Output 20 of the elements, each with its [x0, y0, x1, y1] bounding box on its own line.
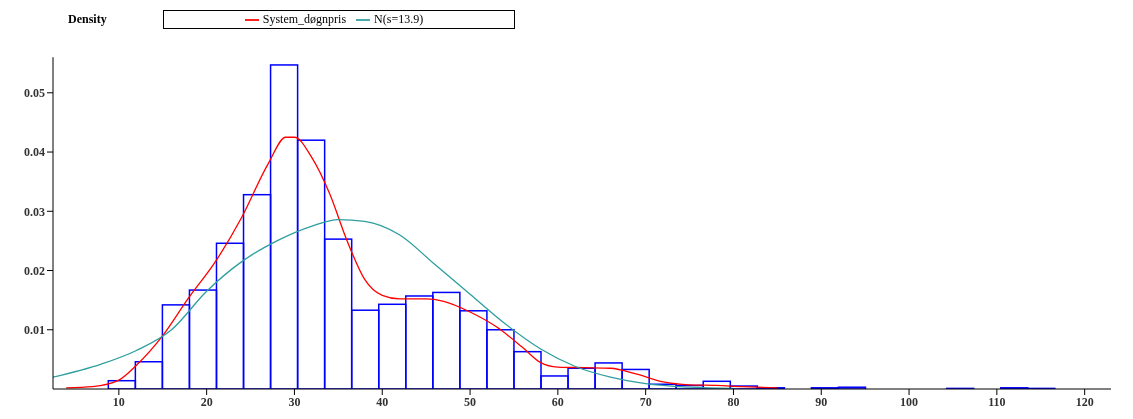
x-tick-label: 70: [639, 394, 652, 409]
y-axis-title: Density: [68, 12, 107, 27]
y-tick-label: 0.05: [24, 86, 45, 101]
y-tick-label: 0.02: [24, 263, 45, 278]
x-tick-label: 10: [112, 394, 125, 409]
x-tick-label: 50: [464, 394, 477, 409]
x-tick-label: 100: [900, 394, 919, 409]
legend-label: System_døgnpris: [262, 12, 347, 26]
x-tick-label: 30: [288, 394, 301, 409]
x-tick-label: 90: [815, 394, 828, 409]
y-tick-label: 0.04: [24, 145, 45, 160]
x-tick-label: 80: [727, 394, 740, 409]
y-tick-label: 0.01: [24, 323, 45, 338]
x-tick-label: 40: [376, 394, 389, 409]
x-tick-label: 110: [988, 394, 1006, 409]
legend-label: N(s=13.9): [374, 12, 424, 26]
x-tick-label: 20: [200, 394, 213, 409]
x-tick-label: 120: [1075, 394, 1094, 409]
x-tick-label: 60: [551, 394, 564, 409]
y-tick-label: 0.03: [24, 204, 45, 219]
